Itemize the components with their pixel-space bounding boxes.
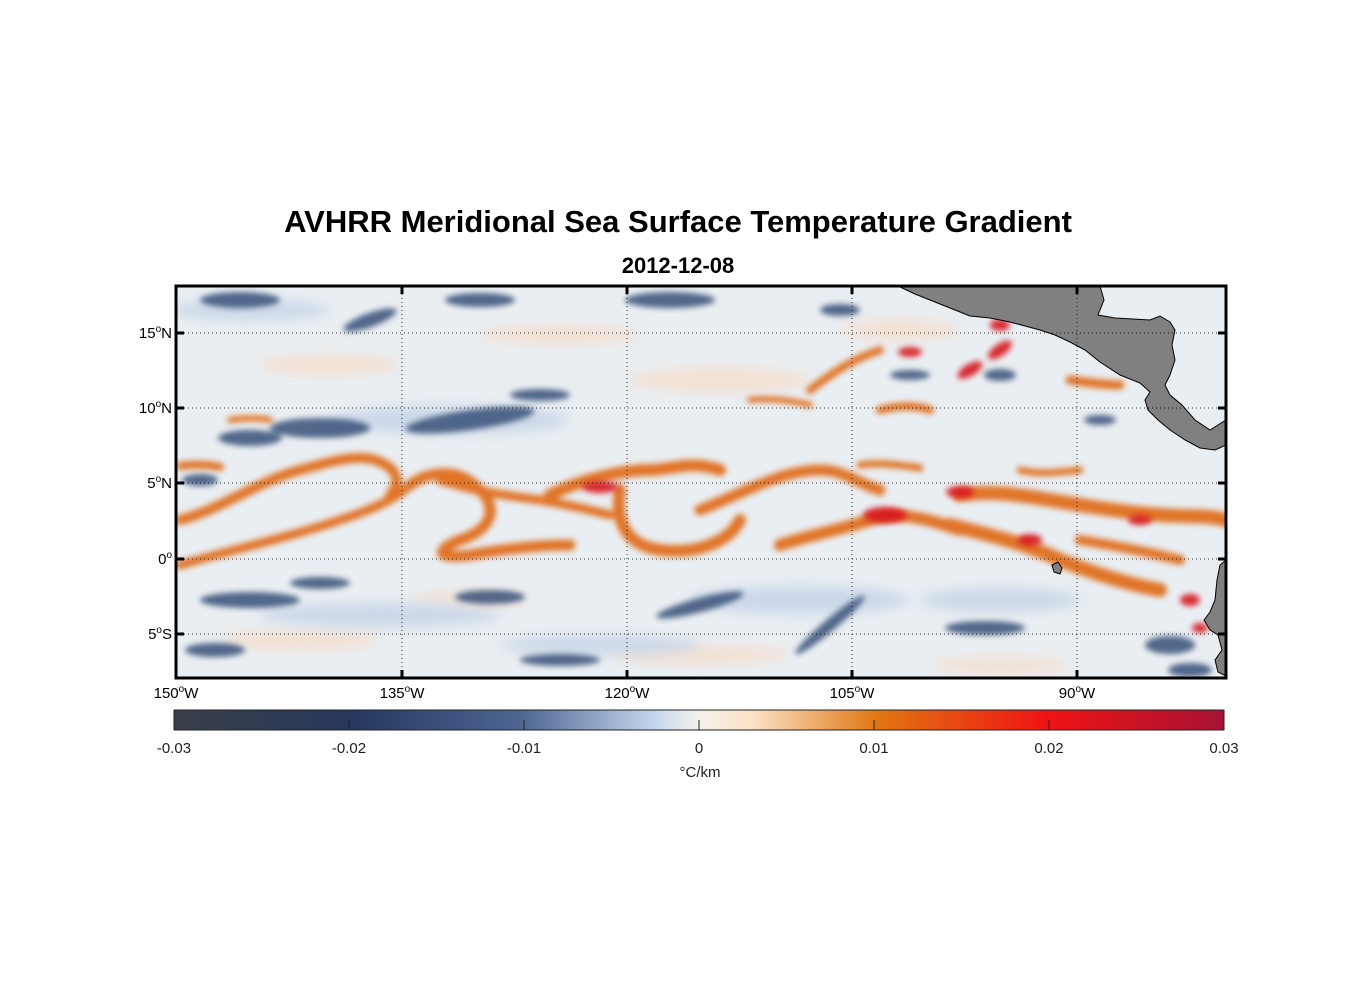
positive-band	[943, 518, 1167, 597]
y-tick-label-15n: 15oN	[138, 324, 172, 342]
y-tick-label-10n: 10oN	[138, 399, 172, 417]
negative-band	[200, 592, 300, 608]
positive-band	[176, 480, 415, 570]
strong-positive-core	[1180, 594, 1200, 606]
positive-band	[1065, 375, 1125, 390]
negative-band	[1168, 663, 1212, 677]
positive-band	[806, 346, 884, 394]
negative-band	[445, 293, 515, 307]
strong-positive-core	[1018, 534, 1042, 546]
peach-patch	[480, 326, 640, 344]
chart-title: AVHRR Meridional Sea Surface Temperature…	[284, 204, 1072, 239]
negative-band	[625, 292, 715, 308]
strong-positive-core	[946, 486, 974, 498]
colorbar-tick-label: 0.03	[1209, 740, 1239, 757]
x-tick-label-135w: 135oW	[379, 684, 425, 702]
strong-positive-core	[957, 361, 983, 379]
positive-band	[876, 402, 934, 414]
colorbar-tick-label: 0	[694, 740, 704, 757]
negative-band	[820, 304, 860, 316]
colorbar-tick-label: -0.02	[331, 740, 367, 757]
negative-band	[510, 389, 570, 401]
south-america-land	[1203, 559, 1226, 677]
x-tick-label-120w: 120oW	[604, 684, 650, 702]
strong-positive-core	[898, 347, 922, 357]
negative-band	[290, 577, 350, 589]
y-tick-label-5n: 5oN	[147, 474, 172, 492]
axis-ticks	[176, 286, 1226, 678]
strong-positive-core	[1192, 623, 1208, 633]
positive-band	[612, 484, 746, 557]
x-tick-label-150w: 150oW	[153, 684, 199, 702]
peach-patch	[630, 368, 810, 392]
colorbar-tick-label: -0.03	[156, 740, 192, 757]
peach-patch	[220, 630, 380, 650]
negative-band	[945, 621, 1025, 635]
negative-band	[1084, 415, 1116, 425]
x-tick-label-105w: 105oW	[829, 684, 875, 702]
sst-gradient-field	[176, 286, 1226, 678]
graticule	[176, 286, 1226, 678]
x-tick-label-90w: 90oW	[1058, 684, 1096, 702]
negative-band	[1145, 636, 1195, 654]
strong-positive-core	[988, 340, 1012, 360]
negative-band	[200, 292, 280, 308]
light-blue-patch	[260, 603, 500, 627]
strong-positive-core	[990, 319, 1010, 331]
positive-band	[176, 452, 402, 525]
positive-band	[435, 475, 615, 520]
y-tick-label-equator: 0o	[158, 550, 172, 568]
positive-band	[227, 415, 273, 423]
positive-band	[747, 396, 813, 408]
negative-band	[455, 590, 525, 604]
negative-band	[270, 418, 370, 438]
central-america-land	[897, 286, 1226, 451]
negative-band	[182, 474, 218, 486]
strong-positive-core	[582, 481, 618, 493]
peach-patch	[260, 355, 400, 375]
positive-band	[694, 464, 886, 516]
negative-band	[984, 369, 1016, 381]
peach-patch	[930, 657, 1070, 673]
colorbar-ticks	[348, 720, 1050, 730]
colorbar-tick-label: 0.02	[1034, 740, 1064, 757]
negative-band	[218, 430, 282, 446]
light-blue-patch	[920, 588, 1080, 612]
positive-band	[1075, 535, 1185, 565]
positive-band	[856, 460, 924, 472]
negative-band	[405, 406, 535, 434]
negative-band	[795, 595, 865, 655]
negative-band	[520, 654, 600, 666]
galapagos-islands	[1051, 561, 1063, 575]
strong-positive-core	[863, 507, 907, 523]
negative-band	[185, 643, 245, 657]
positive-band	[404, 468, 576, 562]
positive-band	[1016, 466, 1084, 477]
positive-band	[176, 460, 224, 471]
positive-band	[544, 459, 726, 501]
negative-band	[656, 591, 744, 619]
peach-patch	[840, 320, 960, 340]
colorbar-tick-label: 0.01	[859, 740, 889, 757]
strong-positive-core	[1128, 515, 1152, 525]
chart-subtitle: 2012-12-08	[621, 253, 735, 278]
negative-band	[890, 370, 930, 380]
colorbar-unit-label: °C/km	[679, 764, 721, 781]
negative-band	[343, 308, 397, 332]
colorbar-tick-label: -0.01	[506, 740, 542, 757]
positive-band	[953, 485, 1226, 527]
y-tick-label-5s: 5oS	[148, 625, 172, 643]
light-blue-patch	[500, 635, 700, 655]
